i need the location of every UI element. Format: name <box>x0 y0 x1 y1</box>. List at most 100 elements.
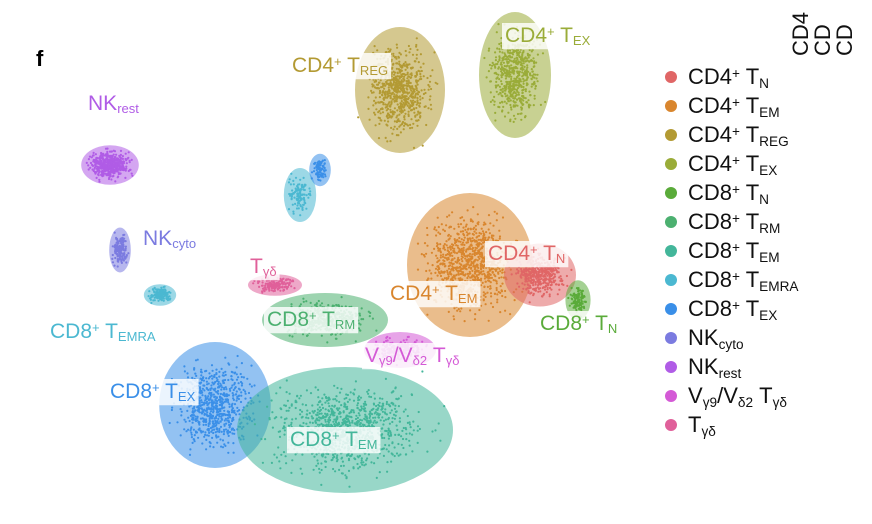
cell-dot <box>268 286 271 289</box>
cell-dot <box>305 413 308 416</box>
cell-dot <box>430 272 433 275</box>
cell-dot <box>557 267 560 270</box>
cell-dot <box>208 375 212 378</box>
cell-dot <box>229 431 232 434</box>
cell-dot <box>580 296 583 299</box>
cell-dot <box>386 470 389 473</box>
cell-dot <box>193 368 196 371</box>
cell-dot <box>419 111 422 114</box>
cell-dot <box>477 245 480 248</box>
cell-dot <box>553 273 556 276</box>
cell-dot <box>451 247 454 250</box>
cell-dot <box>328 405 331 408</box>
cell-dot <box>343 397 346 400</box>
cell-dot <box>374 113 377 116</box>
cell-dot <box>581 289 584 292</box>
cell-dot <box>407 44 410 48</box>
cell-dot <box>348 485 351 488</box>
cell-dot <box>441 278 444 281</box>
cell-dot <box>341 460 344 463</box>
cell-dot <box>498 85 501 88</box>
cell-dot <box>457 308 460 311</box>
cell-dot <box>389 411 392 414</box>
cell-dot <box>337 304 340 307</box>
cell-dot <box>456 244 459 247</box>
cell-dot <box>290 423 293 426</box>
cell-dot <box>574 297 577 300</box>
cell-dot <box>515 84 518 87</box>
cell-dot <box>400 443 403 446</box>
cell-dot <box>215 402 219 405</box>
cell-dot <box>500 88 503 91</box>
cell-dot <box>409 81 412 85</box>
cell-dot <box>455 240 458 243</box>
cell-dot <box>470 219 473 222</box>
cell-dot <box>490 302 493 305</box>
cell-dot <box>184 420 187 423</box>
cell-dot <box>356 404 359 407</box>
cell-dot <box>379 108 382 111</box>
cell-dot <box>429 103 432 106</box>
cell-dot <box>442 247 445 250</box>
cell-dot <box>410 94 413 97</box>
cell-dot <box>524 88 528 91</box>
cell-dot <box>316 403 319 406</box>
cell-dot <box>327 423 330 426</box>
cell-dot <box>402 426 405 430</box>
cell-dot <box>218 430 221 434</box>
cell-dot <box>401 109 404 112</box>
cell-dot <box>340 387 343 390</box>
cell-dot <box>202 379 205 382</box>
cell-dot <box>398 60 401 63</box>
cell-dot <box>282 282 285 285</box>
cell-dot <box>188 453 192 456</box>
cell-dot <box>335 399 338 402</box>
cell-dot <box>453 242 457 245</box>
cell-dot <box>217 435 220 438</box>
cell-dot <box>349 424 352 427</box>
cell-dot <box>531 274 535 277</box>
cell-dot <box>317 396 320 399</box>
cell-dot <box>428 98 431 101</box>
cell-dot <box>469 237 472 241</box>
cell-dot <box>394 90 397 93</box>
cell-dot <box>355 421 358 424</box>
cell-dot <box>213 395 216 399</box>
cell-dot <box>387 431 390 434</box>
cell-dot <box>378 405 381 408</box>
cell-dot <box>383 87 386 90</box>
cell-dot <box>393 71 397 74</box>
cell-dot <box>480 247 483 250</box>
cell-dot <box>205 398 208 401</box>
cell-dot <box>522 49 525 53</box>
cell-dot <box>218 427 221 430</box>
cell-dot <box>207 428 210 431</box>
cell-dot <box>471 274 474 277</box>
cell-dot <box>420 77 423 81</box>
cell-dot <box>252 282 255 285</box>
cell-dot <box>459 230 462 233</box>
cell-dot <box>575 302 578 305</box>
cell-dot <box>349 391 352 394</box>
cell-dot <box>550 281 554 284</box>
cell-dot <box>263 290 266 293</box>
cell-dot <box>545 270 548 273</box>
cell-dot <box>401 93 404 97</box>
cell-dot <box>394 404 397 407</box>
cell-dot <box>405 103 408 106</box>
cell-dot <box>391 63 395 66</box>
cell-dot <box>463 236 466 239</box>
cell-dot <box>397 118 400 121</box>
cell-dot <box>447 267 451 270</box>
cell-dot <box>204 394 207 397</box>
cell-dot <box>577 290 580 293</box>
cell-dot <box>388 337 391 340</box>
cell-dot <box>375 421 378 424</box>
cell-dot <box>336 454 339 457</box>
cell-dot <box>411 87 414 90</box>
cell-dot <box>505 69 508 73</box>
cell-dot <box>342 464 345 467</box>
cell-dot <box>460 238 463 241</box>
cell-dot <box>398 417 401 420</box>
